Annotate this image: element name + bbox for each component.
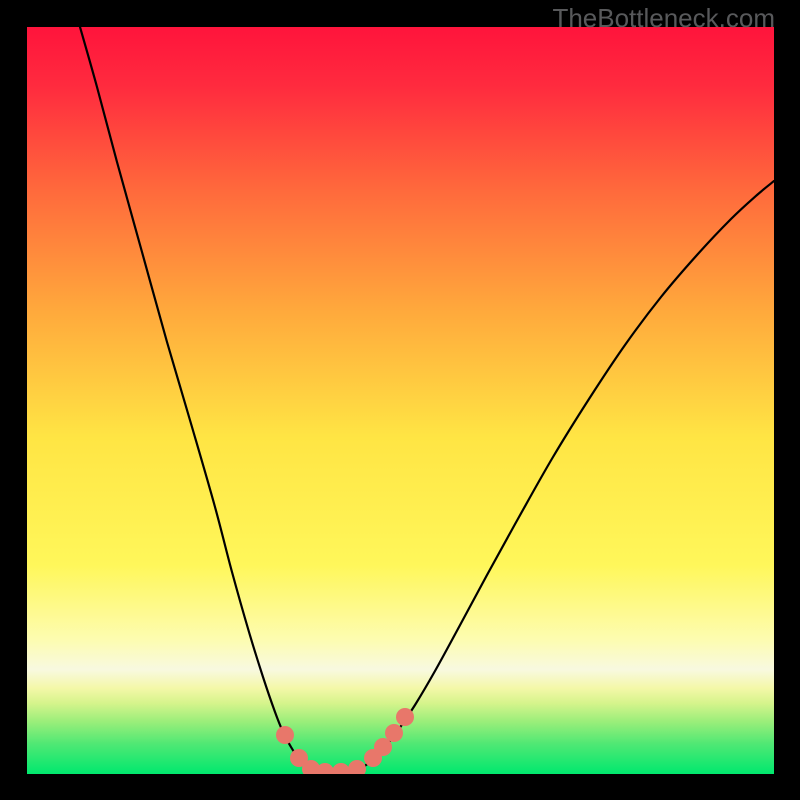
gradient-background	[27, 27, 774, 774]
curve-marker	[385, 724, 403, 742]
watermark-text: TheBottleneck.com	[552, 3, 775, 34]
curve-marker	[276, 726, 294, 744]
curve-marker	[374, 738, 392, 756]
chart-frame: TheBottleneck.com	[0, 0, 800, 800]
plot-svg	[27, 27, 774, 774]
plot-area	[27, 27, 774, 774]
curve-marker	[396, 708, 414, 726]
